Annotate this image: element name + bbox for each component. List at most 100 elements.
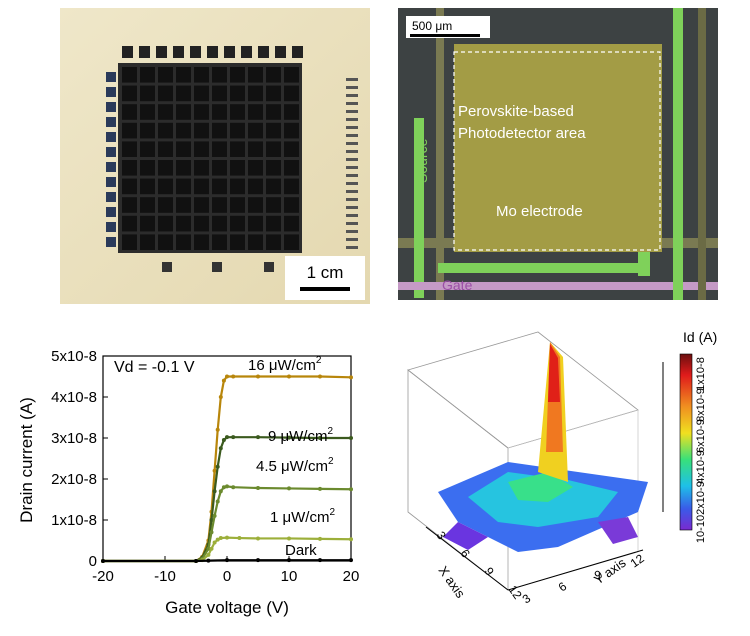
contact-pad <box>224 46 235 58</box>
pixel <box>212 215 227 232</box>
pixel <box>122 234 137 250</box>
pixel <box>284 85 299 102</box>
series-point <box>225 374 229 379</box>
colorbar <box>679 353 693 531</box>
series-point <box>218 536 223 541</box>
device-photo-panel: 1 cm <box>60 8 370 304</box>
pixel <box>158 141 173 157</box>
contact-line <box>346 198 358 201</box>
pixel <box>284 67 299 83</box>
contact-pad <box>106 72 116 82</box>
pixel <box>266 234 281 250</box>
surface-map-panel: 3 6 9 12 3 6 9 12 X axis Y axis Id (A) 1x10-8 8… <box>398 322 750 631</box>
pixel <box>266 85 281 102</box>
x-tick-label: 20 <box>343 568 360 585</box>
contact-line <box>346 190 358 193</box>
pixel <box>230 197 245 213</box>
series-point <box>212 489 217 494</box>
x-tick-label: 0 <box>223 568 231 585</box>
colorbar-tick-label: 4x10-9 <box>695 450 707 484</box>
contact-pad <box>106 87 116 97</box>
contact-pad <box>106 207 116 217</box>
series-point <box>318 536 322 541</box>
contact-line <box>346 86 358 89</box>
contact-pad <box>275 46 286 58</box>
series-label: 16 μW/cm2 <box>248 355 322 374</box>
series-point <box>256 486 260 491</box>
source-label: Source <box>414 138 430 183</box>
pixel <box>122 215 137 232</box>
pixel <box>176 215 191 232</box>
scale-bar <box>300 287 350 291</box>
series-point <box>218 446 223 451</box>
area-label-line1: Perovskite-based <box>458 103 574 120</box>
pixel <box>140 197 155 213</box>
pixel <box>266 178 281 195</box>
pixel <box>176 178 191 195</box>
pixel <box>248 197 263 213</box>
series-point <box>221 378 226 383</box>
pixel <box>266 160 281 176</box>
series-point <box>225 558 229 563</box>
pixel <box>284 141 299 157</box>
pixel <box>284 215 299 232</box>
x-axis-label: X axis <box>436 563 469 601</box>
pixel <box>248 178 263 195</box>
pixel <box>248 67 263 83</box>
series-point <box>318 486 322 491</box>
contact-pad <box>106 162 116 172</box>
contact-pad <box>139 46 150 58</box>
series-point <box>231 374 236 379</box>
pixel <box>194 160 209 176</box>
y-axis-label: Drain current (A) <box>17 397 36 523</box>
colorbar-tick-label: 1x10-8 <box>695 357 707 391</box>
series-point <box>212 513 217 518</box>
pixel <box>140 160 155 176</box>
y-axis-tick: 3 <box>520 591 534 606</box>
series-point <box>221 485 226 490</box>
series-point <box>206 558 211 563</box>
colorbar-title: Id (A) <box>683 329 717 345</box>
pixel <box>140 85 155 102</box>
pixel <box>212 160 227 176</box>
pixel <box>158 67 173 83</box>
pixel <box>230 141 245 157</box>
pixel <box>230 160 245 176</box>
pixel <box>176 197 191 213</box>
pixel <box>266 104 281 120</box>
pixel <box>176 122 191 139</box>
contact-line <box>346 110 358 113</box>
contact-line <box>346 166 358 169</box>
pixel <box>194 197 209 213</box>
series-point <box>318 374 322 379</box>
pixel <box>158 197 173 213</box>
pixel <box>140 67 155 83</box>
series-point <box>215 499 220 504</box>
contact-line <box>346 126 358 129</box>
pixel <box>284 104 299 120</box>
series-point <box>256 374 260 379</box>
contact-line <box>346 246 358 249</box>
series-point <box>209 530 214 535</box>
pixel <box>284 122 299 139</box>
contact-line <box>346 238 358 241</box>
pixel <box>194 104 209 120</box>
y-axis-tick: 6 <box>556 579 570 594</box>
pixel <box>176 85 191 102</box>
pixel <box>248 141 263 157</box>
pixel <box>230 234 245 250</box>
pixel <box>266 197 281 213</box>
pixel <box>140 104 155 120</box>
pixel <box>230 122 245 139</box>
pixel <box>176 141 191 157</box>
series-point <box>225 484 229 489</box>
colorbar-tick-label: 10-10 <box>695 515 707 543</box>
series-point <box>318 558 322 563</box>
series-point <box>318 436 322 440</box>
pixel <box>158 160 173 176</box>
series-point <box>206 546 211 551</box>
contact-pad <box>156 46 167 58</box>
pixel <box>140 178 155 195</box>
contact-line <box>346 182 358 185</box>
pixel <box>158 85 173 102</box>
